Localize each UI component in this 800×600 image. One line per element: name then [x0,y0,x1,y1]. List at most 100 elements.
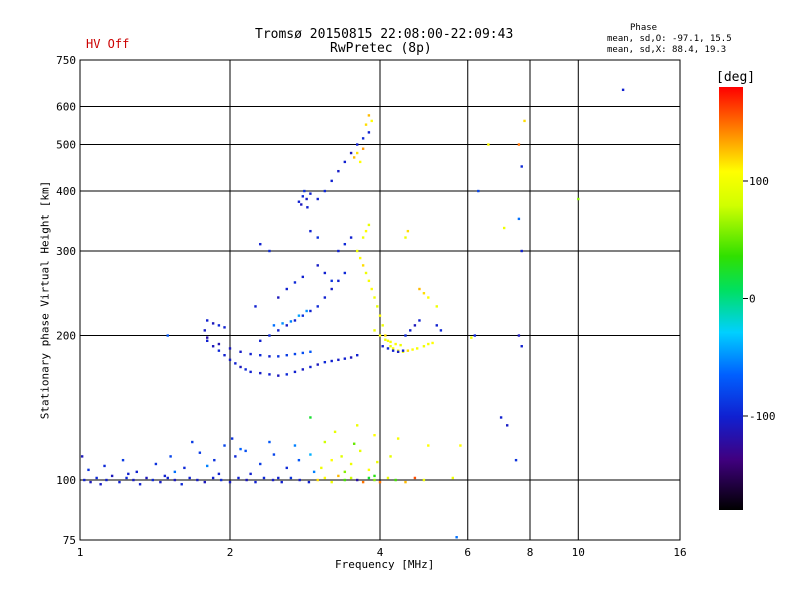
echo-point [386,476,390,480]
x-tick-label: 4 [377,546,384,559]
echo-point [396,350,400,353]
echo-point [198,451,202,454]
echo-point [367,131,371,134]
echo-point [352,156,356,159]
echo-point [427,342,430,346]
echo-point [285,466,288,470]
echo-point [431,341,434,345]
echo-point [517,334,521,337]
echo-point [205,339,209,343]
echo-point [316,305,319,308]
echo-point [219,478,223,482]
x-tick-label: 2 [227,546,234,559]
x-tick-label: 6 [464,546,471,559]
echo-point [358,449,362,453]
echo-point [337,249,340,253]
echo-point [427,296,430,299]
echo-point [517,217,521,221]
echo-point [268,334,271,337]
y-tick-label: 300 [56,245,76,258]
echo-point [323,476,327,480]
echo-point [307,480,311,484]
echo-point [99,483,102,486]
echo-point [285,324,288,327]
echo-point [154,462,158,466]
colorbar-unit-label: [deg] [716,70,756,85]
echo-point [399,343,402,347]
plot-frame [79,59,681,541]
echo-point [268,440,271,444]
echo-point [361,137,365,140]
phase-info-x-mode: mean, sd,X: 88.4, 19.3 [607,45,727,55]
echo-point [320,466,323,470]
echo-point [293,281,297,284]
echo-point [234,362,237,365]
echo-point [145,476,148,480]
echo-point [349,476,353,480]
echo-point [422,478,426,482]
echo-point [138,483,142,486]
echo-point [355,478,359,482]
echo-point [169,455,172,458]
echo-point [355,151,359,155]
echo-point [330,458,333,462]
echo-point [381,324,384,327]
echo-point [343,357,347,360]
echo-point [259,353,262,357]
echo-point [523,119,526,123]
echo-point [373,478,376,482]
echo-point [268,355,271,358]
echo-point [303,189,306,193]
echo-point [401,349,405,352]
echo-point [223,353,226,357]
echo-point [361,147,365,150]
echo-point [330,287,333,291]
echo-point [249,472,252,476]
x-tick-label: 16 [673,546,686,559]
echo-point [277,329,280,332]
echo-point [455,536,458,539]
echo-point [337,474,340,478]
echo-point [520,249,523,253]
echo-point [316,264,319,267]
echo-point [211,322,215,325]
echo-point [406,229,410,233]
echo-point [309,350,312,353]
data-points [80,88,625,539]
echo-point [151,478,155,482]
echo-point [316,363,319,366]
echo-point [477,189,480,193]
echo-point [349,151,353,155]
echo-point [343,242,347,246]
echo-point [361,236,365,239]
echo-point [301,314,305,317]
echo-point [370,287,373,291]
echo-point [394,478,397,482]
echo-point [301,351,305,355]
echo-point [499,416,503,419]
echo-point [188,476,191,480]
echo-point [391,349,395,352]
echo-point [277,296,280,299]
echo-point [367,114,371,117]
echo-point [293,370,297,374]
hv-status-label: HV Off [86,37,130,51]
echo-point [217,324,221,327]
echo-point [228,480,232,484]
echo-point [95,476,98,480]
echo-point [418,287,421,291]
echo-point [277,355,280,358]
echo-point [340,455,343,458]
echo-point [217,342,221,346]
echo-point [389,455,392,458]
echo-point [404,334,407,337]
echo-point [259,242,262,246]
echo-point [386,347,390,350]
echo-point [358,160,362,164]
echo-point [132,478,135,482]
echo-point [352,442,356,445]
echo-point [396,437,400,440]
echo-point [277,374,280,377]
echo-point [205,319,209,322]
echo-point [301,275,305,279]
